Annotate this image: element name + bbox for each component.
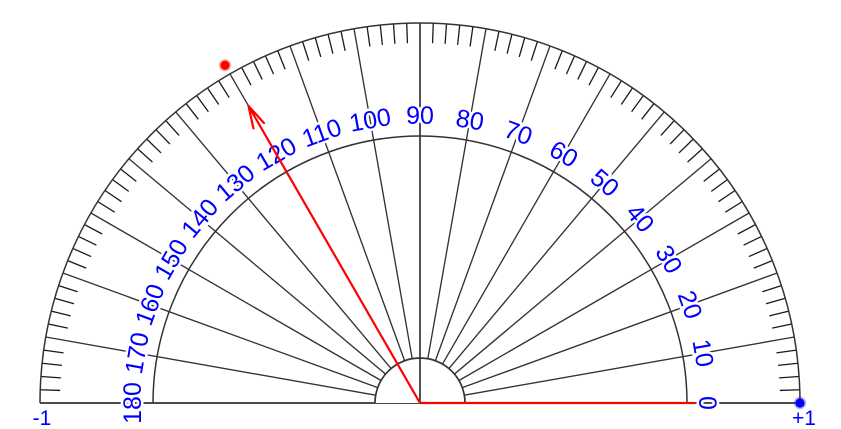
svg-text:10: 10 [686,337,718,369]
svg-text:90: 90 [406,102,434,130]
svg-text:80: 80 [454,104,486,136]
svg-text:0: 0 [693,396,721,410]
svg-text:+1: +1 [792,407,816,429]
svg-text:180: 180 [119,382,147,424]
svg-text:-1: -1 [33,407,52,429]
